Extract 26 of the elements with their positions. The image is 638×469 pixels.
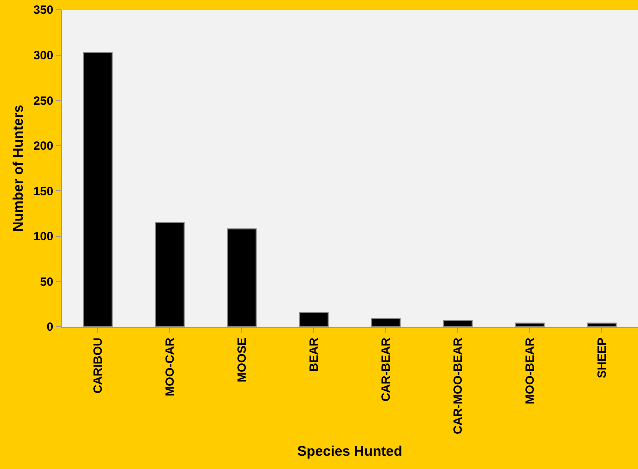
- x-tick-label: CAR-BEAR: [378, 337, 393, 402]
- y-tick-label: 150: [34, 184, 54, 198]
- x-axis-title: Species Hunted: [297, 442, 403, 459]
- x-tick-label: CARIBOU: [90, 338, 105, 394]
- x-tick-label: CAR-MOO-BEAR: [450, 337, 465, 434]
- y-axis-title: Number of Hunters: [10, 104, 26, 232]
- x-tick-label: MOO-BEAR: [522, 337, 537, 404]
- bar: [227, 228, 257, 327]
- x-tick-label: MOOSE: [234, 338, 249, 382]
- y-tick-label: 100: [34, 230, 54, 244]
- bar: [83, 52, 113, 327]
- y-tick-label: 0: [46, 320, 54, 334]
- y-tick-label: 200: [34, 139, 54, 154]
- y-tick-label: 300: [34, 48, 54, 62]
- bar: [515, 322, 545, 327]
- bar: [371, 318, 401, 327]
- y-tick-label: 50: [40, 274, 54, 289]
- x-tick-label: MOO-CAR: [162, 337, 177, 396]
- bar: [587, 322, 617, 327]
- bar: [155, 222, 185, 327]
- y-tick-label: 250: [34, 94, 54, 108]
- x-tick-label: SHEEP: [594, 338, 609, 378]
- y-tick-label: 350: [34, 3, 54, 18]
- bar: [443, 320, 473, 327]
- x-tick-label: BEAR: [306, 337, 321, 372]
- bar: [299, 312, 329, 327]
